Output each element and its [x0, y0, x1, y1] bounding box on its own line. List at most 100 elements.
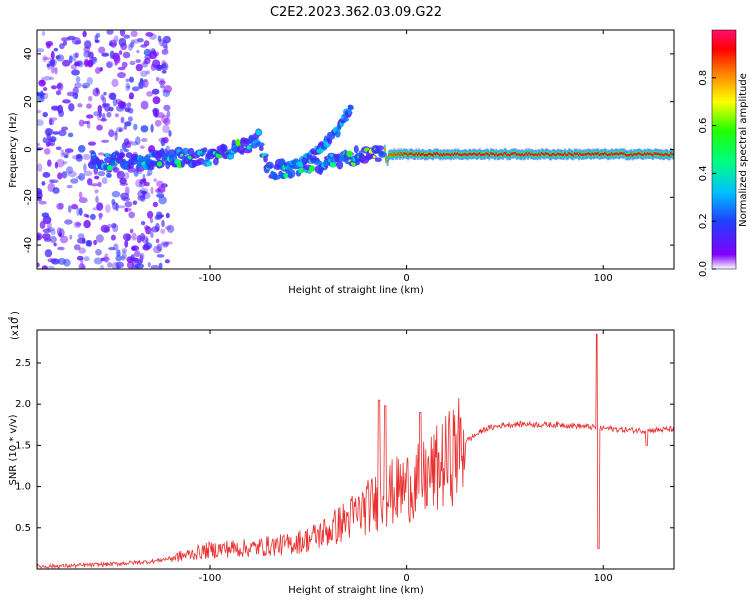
ridge-core	[653, 152, 656, 155]
ridge-core	[540, 152, 543, 155]
noise-blob	[114, 113, 120, 118]
ridge-core	[601, 152, 604, 156]
noise-blob	[128, 211, 136, 219]
ridge-core	[568, 152, 571, 155]
noise-blob	[152, 96, 161, 105]
noise-blob	[145, 70, 151, 75]
ridge-core	[398, 153, 401, 157]
noise-blob	[38, 79, 46, 87]
noise-blob	[125, 82, 131, 92]
ridge-core	[580, 153, 583, 157]
noise-blob	[52, 131, 60, 135]
noise-blob	[140, 100, 149, 110]
noise-blob	[87, 59, 94, 68]
colorbar: 0.0 0.2 0.4 0.6 0.8 Normalized spectral ampl…	[698, 29, 749, 277]
noise-blob	[150, 232, 154, 238]
noise-blob	[115, 261, 125, 269]
ridge-core	[465, 153, 467, 156]
noise-blob	[53, 242, 57, 247]
noise-blob	[140, 221, 146, 226]
ridge-core	[441, 154, 444, 157]
ridge-core	[489, 152, 492, 155]
ridge-core	[547, 153, 550, 156]
noise-blob	[158, 262, 163, 269]
noise-blob	[56, 83, 62, 89]
ridge-core	[561, 153, 564, 156]
ridge-blob	[336, 160, 344, 170]
ridge-blob	[162, 152, 168, 158]
ridge-core	[657, 152, 660, 156]
noise-blob	[123, 34, 131, 39]
ridge-blob	[263, 155, 268, 163]
noise-blob	[75, 40, 82, 45]
spectrogram-panel: -100 0 100 -40 -20 0 20 40 Height of straight …	[8, 29, 675, 296]
noise-blob	[154, 119, 162, 127]
ridge-bright	[246, 145, 251, 150]
colorbar-tick-label: 0.2	[698, 213, 709, 229]
noise-blob	[117, 171, 121, 176]
noise-blob	[56, 158, 65, 168]
ridge-core	[604, 151, 606, 155]
noise-blob	[58, 109, 65, 118]
noise-blob	[163, 104, 171, 111]
noise-blob	[74, 82, 82, 89]
noise-blob	[96, 202, 104, 211]
noise-blob	[44, 249, 53, 258]
ridge-blob	[265, 161, 274, 169]
noise-blob	[88, 95, 93, 102]
noise-blob	[91, 56, 98, 64]
ridge-core	[488, 154, 491, 157]
ridge-core	[579, 152, 582, 155]
noise-blob	[165, 212, 170, 219]
ridge-core	[571, 153, 573, 156]
ridge-core	[407, 154, 410, 157]
ridge-core	[672, 153, 674, 156]
ridge-core	[670, 151, 673, 155]
noise-blob	[58, 129, 67, 137]
ridge-core	[444, 153, 447, 157]
noise-blob	[87, 178, 93, 186]
noise-blob	[124, 172, 130, 180]
noise-blob	[47, 265, 56, 269]
noise-blob	[164, 259, 170, 264]
noise-blob	[129, 42, 135, 48]
noise-blob	[37, 234, 41, 241]
noise-blob	[149, 217, 154, 224]
ridge-core	[656, 152, 659, 155]
noise-blob	[74, 62, 80, 67]
noise-blob	[95, 32, 101, 38]
ridge-core	[459, 153, 462, 157]
noise-blob	[151, 88, 160, 95]
noise-blob	[112, 223, 119, 233]
ridge-core	[560, 153, 562, 156]
ridge-bright	[107, 165, 113, 171]
ridge-core	[623, 152, 626, 155]
ridge-core	[663, 153, 666, 157]
noise-blob	[145, 226, 152, 235]
ridge-core	[572, 154, 575, 157]
ridge-core	[518, 153, 521, 156]
snr-x-axis-label: Height of straight line (km)	[288, 585, 424, 596]
ridge-blob	[181, 147, 190, 155]
noise-blob	[62, 161, 68, 165]
ridge-core	[418, 152, 421, 155]
noise-blob	[51, 106, 60, 112]
noise-blob	[165, 241, 173, 245]
ridge-core	[521, 153, 524, 156]
ridge-blob	[271, 174, 282, 180]
ridge-core	[432, 154, 434, 157]
ridge-core	[429, 152, 432, 156]
noise-blob	[124, 201, 133, 208]
noise-blob	[161, 70, 167, 74]
noise-blob	[75, 222, 82, 227]
noise-blob	[94, 175, 100, 180]
ridge-core	[436, 152, 439, 155]
ridge-core	[456, 152, 459, 155]
noise-blob	[101, 52, 110, 57]
noise-blob	[83, 213, 89, 218]
noise-blob	[118, 128, 123, 132]
ridge-core	[643, 152, 646, 155]
noise-blob	[106, 62, 113, 69]
spectrogram-x-tick-label: -100	[199, 273, 222, 284]
noise-blob	[61, 37, 68, 42]
